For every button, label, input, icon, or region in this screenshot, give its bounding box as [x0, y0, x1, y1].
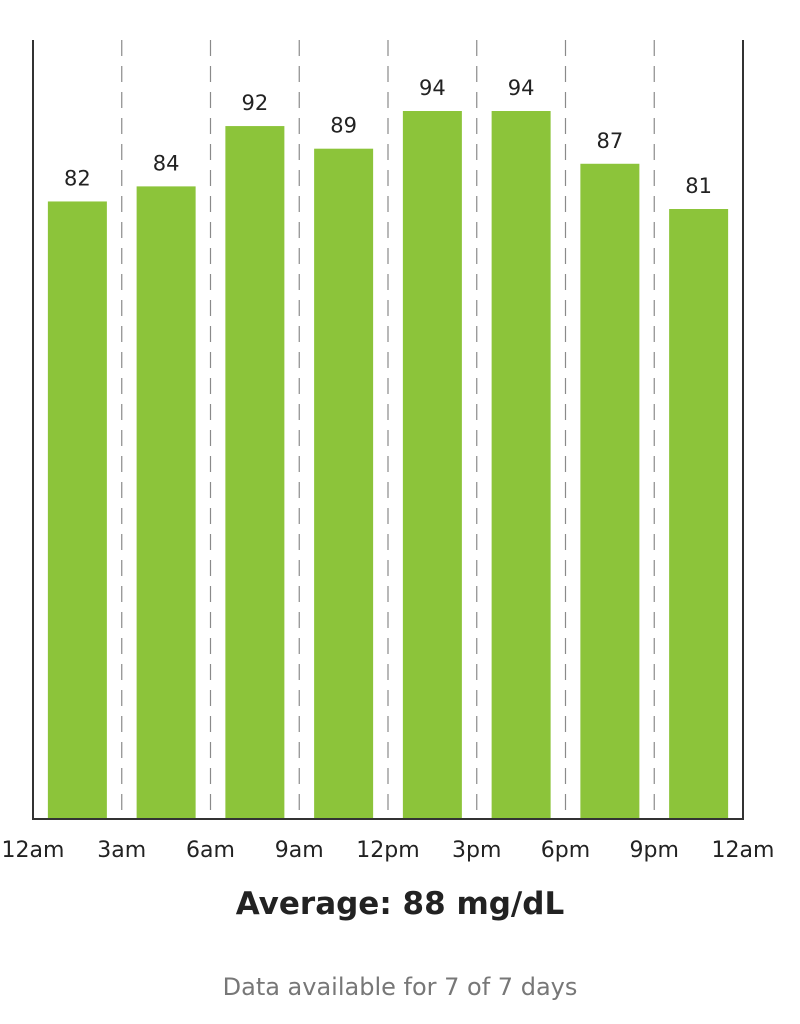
bar-value-label: 92 — [242, 91, 269, 115]
bar-value-label: 84 — [153, 151, 180, 175]
x-tick-label: 9pm — [630, 838, 679, 863]
x-tick-label: 3pm — [452, 838, 501, 863]
average-label: Average: 88 mg/dL — [235, 886, 565, 922]
x-tick-label: 9am — [275, 838, 324, 863]
bar-chart: 82 84 92 89 94 94 87 81 12am 3am 6am 9am 12pm 3pm 6pm 9… — [2, 40, 775, 863]
bar-value-label: 94 — [508, 76, 535, 100]
x-tick-label: 12pm — [356, 838, 419, 863]
x-tick-label: 3am — [97, 838, 146, 863]
x-tick-label: 6am — [186, 838, 235, 863]
bar — [225, 126, 285, 820]
bar — [47, 201, 107, 819]
bar — [580, 163, 640, 819]
bar-value-label: 81 — [685, 174, 712, 198]
bar — [669, 209, 729, 819]
bar — [402, 111, 462, 819]
bar-value-label: 87 — [597, 129, 624, 153]
x-tick-label: 6pm — [541, 838, 590, 863]
data-availability-label: Data available for 7 of 7 days — [222, 973, 578, 1001]
bar-value-label: 82 — [64, 166, 91, 190]
bar — [491, 111, 551, 819]
bar — [136, 186, 196, 819]
bar-value-label: 89 — [330, 114, 357, 138]
bar-value-label: 94 — [419, 76, 446, 100]
x-tick-label: 12am — [712, 838, 775, 863]
x-tick-label: 12am — [2, 838, 65, 863]
bar — [314, 148, 374, 819]
